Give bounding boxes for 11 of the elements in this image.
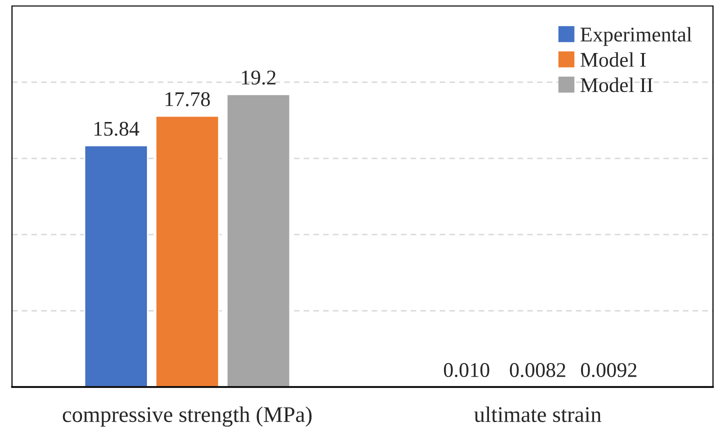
legend-label: Model II (580, 78, 653, 92)
x-tick-label: ultimate strain (474, 406, 602, 422)
data-label: 15.84 (94, 122, 140, 136)
data-label: 17.78 (166, 92, 210, 106)
legend-label: Experimental (580, 26, 692, 46)
legend-label: Model I (580, 52, 646, 67)
data-label: 0.010 (444, 363, 490, 378)
data-label: 0.0092 (581, 363, 636, 378)
data-label: 0.0082 (510, 363, 566, 378)
x-tick-label: compressive strength (MPa) (62, 406, 312, 427)
data-label: 19.2 (242, 70, 276, 85)
